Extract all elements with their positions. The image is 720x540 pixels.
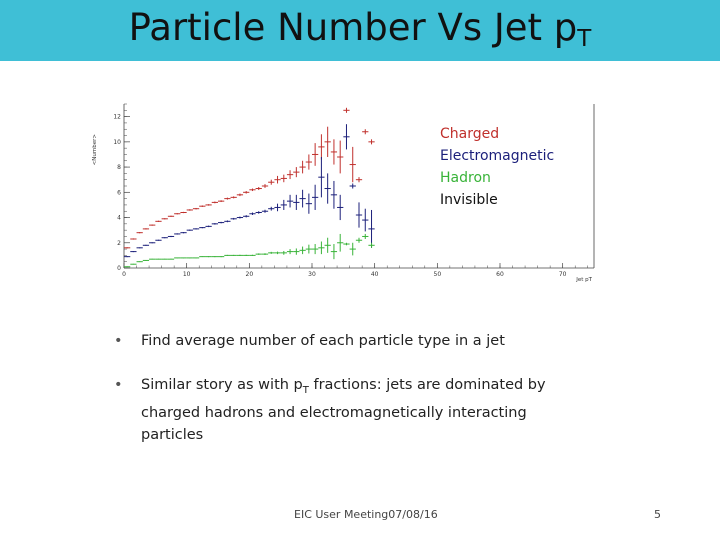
x-axis-label: Jet pT [575, 277, 592, 283]
bullet-subscript: T [302, 384, 309, 396]
y-axis-label: <Number> [92, 134, 98, 166]
bullet-item: • Similar story as with pT fractions: je… [114, 374, 564, 446]
bullet-dot-icon: • [114, 333, 123, 349]
x-tick-label: 0 [122, 271, 126, 278]
y-tick-label: 2 [117, 240, 121, 247]
x-tick-label: 70 [559, 271, 567, 278]
slide-title-subscript: T [577, 26, 592, 52]
chart-legend: Charged Electromagnetic Hadron Invisible [440, 123, 554, 211]
legend-item-invisible: Invisible [440, 192, 498, 208]
slide-title-main: Particle Number Vs Jet p [128, 6, 578, 49]
x-tick-label: 20 [246, 271, 254, 278]
bullet-dot-icon: • [114, 377, 123, 393]
slide-title: Particle Number Vs Jet pT [0, 6, 720, 52]
x-tick-label: 50 [434, 271, 442, 278]
bullet-text-end: fractions: jets are dominated by charged… [141, 377, 546, 443]
legend-item-electromagnetic: Electromagnetic [440, 148, 555, 164]
particle-number-chart: 0 10 20 30 40 50 60 70 0 2 4 6 8 10 12 Jet pT <Number> [92, 103, 595, 283]
footer-text: EIC User Meeting07/08/16 [294, 508, 438, 521]
y-tick-label: 4 [117, 215, 121, 222]
bullet-item: • Find average number of each particle t… [114, 330, 564, 352]
y-tick-label: 8 [117, 164, 121, 171]
x-tick-label: 60 [496, 271, 504, 278]
legend-item-hadron: Hadron [440, 170, 491, 186]
y-tick-label: 12 [113, 114, 121, 121]
page-number: 5 [654, 508, 661, 521]
y-tick-label: 6 [117, 189, 121, 196]
x-tick-label: 40 [371, 271, 379, 278]
title-bar [0, 0, 720, 61]
x-tick-label: 10 [183, 271, 191, 278]
y-tick-label: 10 [113, 139, 121, 146]
legend-item-charged: Charged [440, 126, 500, 142]
y-tick-label: 0 [117, 265, 121, 272]
bullet-list: • Find average number of each particle t… [114, 330, 564, 446]
bullet-text-start: Similar story as with p [141, 377, 303, 393]
x-tick-label: 30 [308, 271, 316, 278]
bullet-text: Find average number of each particle typ… [141, 333, 505, 349]
